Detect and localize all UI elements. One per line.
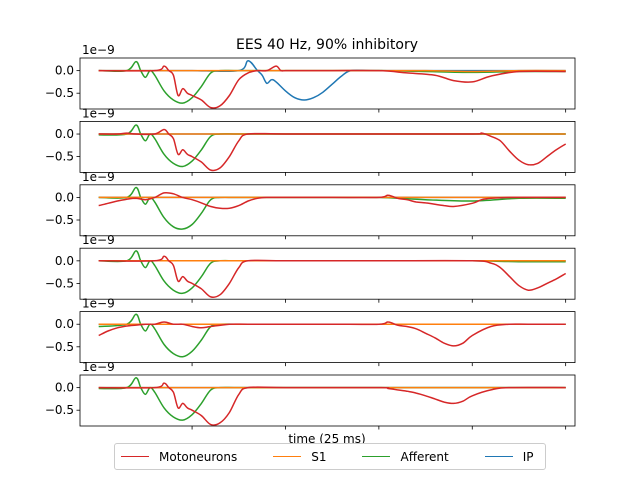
y-tick-label: −0.5 xyxy=(45,213,74,227)
series-line-afferent xyxy=(98,60,566,104)
series-line-motoneurons xyxy=(98,255,567,299)
series-line-motoneurons xyxy=(98,128,567,172)
y-tick-label: −0.5 xyxy=(45,150,74,164)
legend-item-s1: S1 xyxy=(267,450,326,464)
series-group xyxy=(98,59,566,109)
series-line-afferent xyxy=(98,186,566,230)
legend-label: Motoneurons xyxy=(159,449,238,464)
series-line-motoneurons xyxy=(98,321,566,347)
legend-label: Afferent xyxy=(400,449,449,464)
legend-swatch xyxy=(121,456,149,457)
series-line-afferent xyxy=(98,313,566,358)
subplot-1: 1e−9 0.0 −0.5 xyxy=(45,43,576,113)
series-line-motoneurons xyxy=(98,65,566,109)
axes-frame xyxy=(79,247,576,300)
legend-swatch xyxy=(273,456,302,457)
axes-frame xyxy=(79,311,576,364)
legend-item-afferent: Afferent xyxy=(356,449,449,464)
subplot-5: 1e−9 0.0 −0.5 xyxy=(45,297,576,367)
series-line-afferent xyxy=(98,124,566,168)
y-tick-label: 0.0 xyxy=(55,317,74,331)
series-group xyxy=(98,313,566,358)
y-tick-label: 0.0 xyxy=(55,190,74,204)
series-group xyxy=(98,250,567,299)
axes-frame xyxy=(79,374,576,427)
series-line-motoneurons xyxy=(98,191,566,210)
legend-item-motoneurons: Motoneurons xyxy=(115,450,237,464)
y-tick-label: −0.5 xyxy=(45,276,74,290)
y-offset-label: 1e−9 xyxy=(82,43,115,57)
y-tick-label: −0.5 xyxy=(45,340,74,354)
subplot-4: 1e−9 0.0 −0.5 xyxy=(45,233,576,303)
series-group xyxy=(98,376,566,426)
legend-label: IP xyxy=(522,449,534,464)
series-line-motoneurons xyxy=(98,382,566,426)
legend: Motoneurons S1 Afferent IP xyxy=(114,443,546,470)
y-tick-label: −0.5 xyxy=(45,403,74,417)
y-tick-label: 0.0 xyxy=(55,64,74,78)
axes-frame xyxy=(79,57,576,110)
subplot-6: 1e−9 0.0 −0.5 xyxy=(45,360,576,430)
subplot-3: 1e−9 0.0 −0.5 xyxy=(45,170,576,240)
chart-title: EES 40 Hz, 90% inhibitory xyxy=(236,37,418,53)
legend-item-ip: IP xyxy=(479,450,534,464)
legend-label: S1 xyxy=(311,449,327,464)
series-line-afferent xyxy=(98,376,566,421)
legend-swatch xyxy=(484,456,513,457)
y-tick-label: 0.0 xyxy=(55,254,74,268)
series-line-afferent xyxy=(98,250,566,295)
subplots: 1e−9 0.0 −0.5 1e−9 0.0 −0.5 1e−9 0.0 −0.5 1e−9 0.0… xyxy=(45,43,576,430)
y-offset-label: 1e−9 xyxy=(82,360,115,374)
y-offset-label: 1e−9 xyxy=(82,297,115,311)
axes-frame xyxy=(79,184,576,237)
series-group xyxy=(98,186,566,230)
y-tick-label: 0.0 xyxy=(55,381,74,395)
y-tick-label: −0.5 xyxy=(45,86,74,100)
series-group xyxy=(98,124,567,172)
y-offset-label: 1e−9 xyxy=(82,106,115,120)
axes-frame xyxy=(79,121,576,173)
series-line-ip xyxy=(98,59,566,101)
y-offset-label: 1e−9 xyxy=(82,170,115,184)
y-offset-label: 1e−9 xyxy=(82,233,115,247)
legend-swatch xyxy=(362,456,391,457)
y-tick-label: 0.0 xyxy=(55,127,74,141)
x-axis-label: time (25 ms) xyxy=(288,432,365,446)
subplot-2: 1e−9 0.0 −0.5 xyxy=(45,106,576,176)
